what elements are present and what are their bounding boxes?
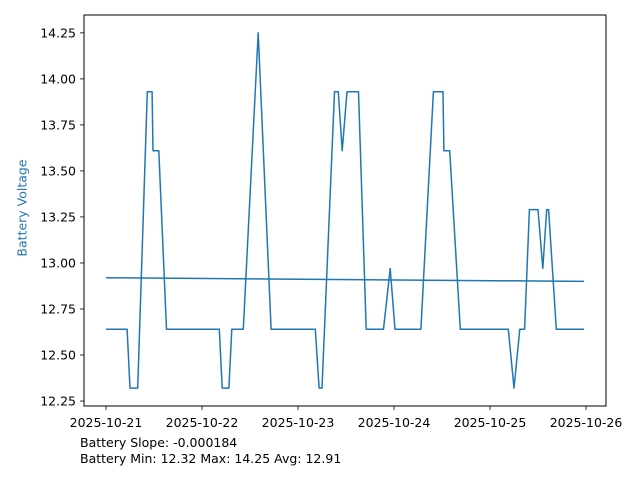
y-tick-label: 14.00 — [40, 71, 76, 86]
x-tick-label: 2025-10-26 — [550, 415, 623, 430]
y-tick-label: 13.75 — [40, 117, 76, 132]
y-tick-label: 12.75 — [40, 301, 76, 316]
series-trend-line — [105, 276, 585, 283]
plot-frame — [83, 14, 607, 407]
x-tick-label: 2025-10-24 — [358, 415, 431, 430]
x-tick-label: 2025-10-23 — [262, 415, 335, 430]
y-tick-label: 12.25 — [40, 394, 76, 409]
y-tick-label: 12.50 — [40, 348, 76, 363]
x-tick-label: 2025-10-25 — [454, 415, 527, 430]
y-tick-label: 14.25 — [40, 25, 76, 40]
y-tick-label: 13.00 — [40, 255, 76, 270]
series-battery-voltage — [106, 32, 585, 389]
x-tick-label: 2025-10-21 — [70, 415, 143, 430]
y-tick-label: 13.50 — [40, 163, 76, 178]
y-tick-label: 13.25 — [40, 209, 76, 224]
battery-stats-annotation: Battery Min: 12.32 Max: 14.25 Avg: 12.91 — [80, 451, 342, 466]
x-tick-label: 2025-10-22 — [166, 415, 239, 430]
y-axis-label: Battery Voltage — [14, 159, 30, 257]
battery-slope-annotation: Battery Slope: -0.000184 — [80, 435, 238, 450]
